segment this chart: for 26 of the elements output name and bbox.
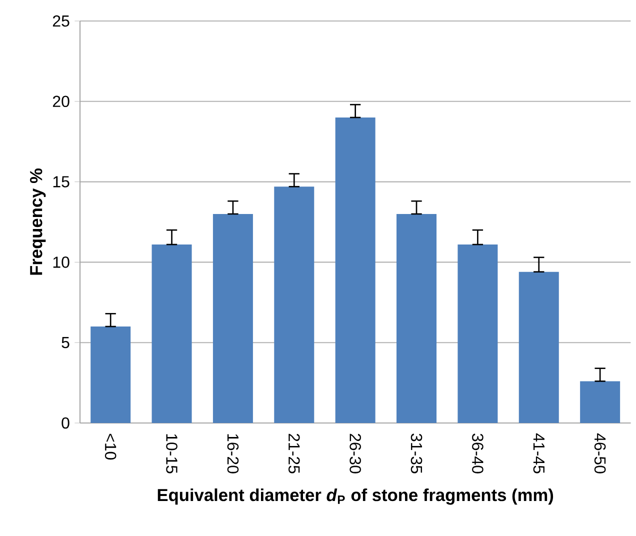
x-tick-label: 31-35 xyxy=(410,434,422,474)
bar xyxy=(90,326,131,423)
bar xyxy=(152,244,192,423)
bar xyxy=(458,244,498,423)
bar xyxy=(396,214,437,423)
x-axis-title: Equivalent diameter d$_{P}$ of stone fragments (mm) xyxy=(158,488,554,505)
y-tick-label: 20 xyxy=(52,96,70,108)
bar xyxy=(212,214,253,423)
x-tick-label: 10-15 xyxy=(166,434,178,474)
bar xyxy=(580,381,620,423)
bar xyxy=(274,186,314,423)
bar xyxy=(518,272,559,423)
y-tick-label: 0 xyxy=(62,417,70,429)
y-axis-title: Frequency % xyxy=(30,168,46,275)
y-tick-label: 5 xyxy=(62,337,70,348)
x-tick-label: 36-40 xyxy=(472,434,484,474)
x-tick-label: 16-20 xyxy=(227,434,239,474)
y-tick-label: 10 xyxy=(53,256,70,268)
y-tick-label: 15 xyxy=(53,176,70,188)
x-tick-label: 21-25 xyxy=(288,434,300,474)
bar xyxy=(335,117,376,423)
x-tick-label: 41-45 xyxy=(533,433,544,474)
y-tick-label: 25 xyxy=(52,15,70,27)
x-tick-label: <10 xyxy=(104,434,116,460)
x-tick-label: 26-30 xyxy=(350,434,361,474)
x-tick-label: 46-50 xyxy=(594,433,606,474)
